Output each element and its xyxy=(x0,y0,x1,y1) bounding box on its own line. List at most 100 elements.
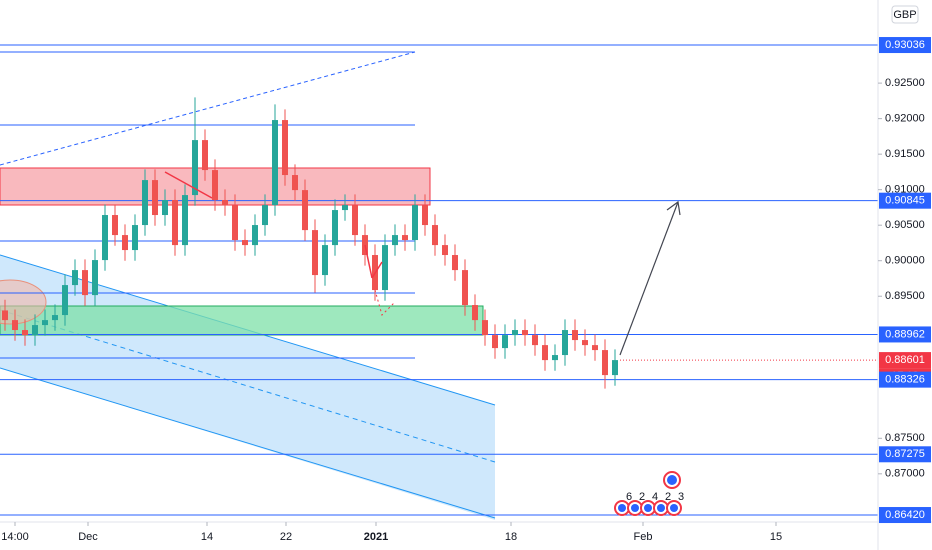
price-label-box xyxy=(879,37,931,54)
y-tick-label: 0.90500 xyxy=(885,219,925,231)
candle-body xyxy=(382,245,388,291)
event-flag xyxy=(618,504,626,512)
candle-body xyxy=(82,270,88,296)
price-label: 0.88962 xyxy=(885,328,925,340)
y-tick-label: 0.91000 xyxy=(885,184,925,196)
y-tick-label: 0.92000 xyxy=(885,113,925,125)
channel-line xyxy=(0,367,496,519)
event-count: 4 xyxy=(652,491,658,503)
event-flag xyxy=(631,504,639,512)
event-flag xyxy=(644,504,652,512)
candle-body xyxy=(232,205,238,241)
candle-body xyxy=(92,260,98,296)
red-arrow xyxy=(164,171,213,199)
candle-body xyxy=(252,225,258,246)
price-label-box xyxy=(879,352,931,369)
event-count: 2 xyxy=(665,491,671,503)
candle-body xyxy=(242,240,248,246)
candle-body xyxy=(52,315,58,321)
candle-body xyxy=(532,335,538,346)
candle-body xyxy=(272,120,278,206)
y-tick-label: 0.90000 xyxy=(885,255,925,267)
candle-body xyxy=(202,140,208,171)
candle-body xyxy=(442,245,448,256)
x-tick-label: 22 xyxy=(280,531,292,543)
ray-lines xyxy=(0,51,415,359)
candle-body xyxy=(222,200,228,206)
event-count: 2 xyxy=(639,491,645,503)
candle-body xyxy=(602,350,608,376)
price-label: 0.90845 xyxy=(885,195,925,207)
candle-body xyxy=(552,355,558,361)
candle-body xyxy=(22,330,28,336)
candle-body xyxy=(62,285,68,316)
candle-body xyxy=(502,335,508,349)
candle-body xyxy=(392,235,398,246)
candle-body xyxy=(322,245,328,276)
event-count: 3 xyxy=(678,491,684,503)
currency: GBP xyxy=(893,9,916,21)
candle-body xyxy=(542,345,548,361)
support-zone xyxy=(0,305,484,336)
candle-body xyxy=(562,330,568,356)
candle-body xyxy=(132,225,138,251)
candle-body xyxy=(122,235,128,251)
candle-body xyxy=(402,235,408,241)
red-arrow xyxy=(371,261,383,279)
x-tick-label: Feb xyxy=(634,531,653,543)
price-label-box xyxy=(879,446,931,463)
candle-body xyxy=(332,210,338,246)
price-label: 0.87275 xyxy=(885,448,925,460)
y-tick-label: 0.91500 xyxy=(885,148,925,160)
candle-body xyxy=(452,255,458,271)
red-arrow xyxy=(364,244,373,279)
price-label-box xyxy=(879,507,931,524)
candle-body xyxy=(352,205,358,236)
candle-body xyxy=(422,205,428,226)
x-tick-label: 15 xyxy=(770,531,782,543)
candle-body xyxy=(182,195,188,246)
candle-body xyxy=(462,270,468,306)
trend-line xyxy=(0,51,416,166)
price-label-box xyxy=(879,192,931,209)
x-tick-label: 2021 xyxy=(364,531,388,543)
currency-badge[interactable] xyxy=(891,5,919,24)
candle-body xyxy=(172,200,178,246)
event-flag xyxy=(657,504,665,512)
price-label-box xyxy=(879,371,931,388)
x-tick-label: Dec xyxy=(78,531,98,543)
candle-body xyxy=(282,120,288,176)
price-label: 0.86420 xyxy=(885,509,925,521)
candle-body xyxy=(592,345,598,351)
candle-body xyxy=(262,205,268,226)
price-label: 0.88601 xyxy=(885,354,925,366)
candle-body xyxy=(342,205,348,211)
x-tick-label: 14:00 xyxy=(1,531,29,543)
candle-body xyxy=(32,325,38,336)
candle-body xyxy=(312,230,318,276)
price-label-box xyxy=(879,326,931,343)
x-tick-label: 14 xyxy=(201,531,213,543)
candle-body xyxy=(412,205,418,241)
candle-body xyxy=(152,180,158,216)
candle-body xyxy=(192,140,198,196)
candle-body xyxy=(432,225,438,246)
arrow-head xyxy=(666,200,681,216)
red-dotted xyxy=(374,289,396,316)
candle-body xyxy=(472,305,478,321)
candle-body xyxy=(162,200,168,216)
candle-body xyxy=(612,360,618,376)
candle-body xyxy=(572,330,578,341)
candle-body xyxy=(2,310,8,321)
candle-body xyxy=(522,330,528,336)
x-tick-label: 18 xyxy=(505,531,517,543)
candle-body xyxy=(492,335,498,349)
event-flag xyxy=(667,475,677,485)
candle-body xyxy=(72,270,78,286)
candle-body xyxy=(512,330,518,336)
candle-body xyxy=(482,320,488,336)
y-tick-label: 0.87500 xyxy=(885,432,925,444)
candle-body xyxy=(102,215,108,261)
y-tick-label: 0.92500 xyxy=(885,77,925,89)
